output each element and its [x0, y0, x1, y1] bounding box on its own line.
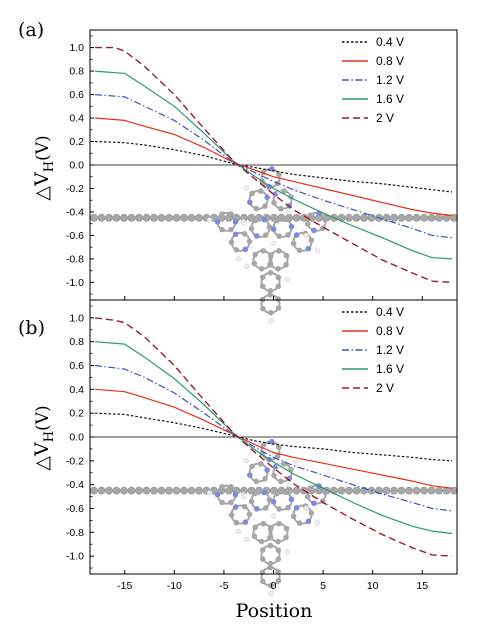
x-tick-label: -10	[167, 580, 182, 592]
x-tick-label: 5	[320, 580, 326, 592]
y-tick-label: 0.0	[69, 432, 84, 444]
series-line-2v	[94, 317, 453, 557]
series-line-2v	[95, 46, 453, 284]
panel-a: (a) △VH(V) 1.0 0.8 0.6 0.4 0.2 0.0 -0.2 -0.4 -0.…	[18, 19, 458, 324]
y-tick-label: -0.2	[66, 455, 84, 467]
y-tick-label: 0.8	[69, 336, 84, 348]
y-tick-label: 0.6	[69, 360, 84, 372]
legend-label: 1.2 V	[376, 73, 404, 87]
y-tick-label: 0.8	[69, 66, 84, 78]
legend-label: 0.8 V	[376, 324, 404, 338]
y-axis-label-a: △VH(V)	[31, 135, 57, 200]
x-tick-label: 0	[271, 580, 277, 592]
y-tick-label: -1.0	[66, 277, 84, 289]
y-tick-label: -1.0	[66, 551, 84, 563]
legend-label: 2 V	[376, 111, 394, 125]
panel-label-a: (a)	[18, 19, 44, 41]
x-tick-label: 15	[416, 580, 428, 592]
series-line-1.2v	[94, 364, 453, 512]
y-tick-label: 0.2	[69, 136, 84, 148]
panel-label-b: (b)	[18, 317, 45, 339]
y-tick-label: 0.4	[69, 384, 84, 396]
y-tick-label: 0.6	[69, 89, 84, 101]
x-axis-label: Position	[236, 600, 313, 622]
legend-label: 0.4 V	[376, 35, 404, 49]
legend-label: 1.2 V	[376, 343, 404, 357]
y-tick-label: -0.4	[66, 479, 84, 491]
series-line-1.2v	[94, 94, 453, 239]
legend-label: 1.6 V	[376, 92, 404, 106]
series-line-0.4v	[94, 140, 453, 193]
y-tick-label: -0.6	[66, 503, 84, 515]
y-tick-label: 0.0	[69, 160, 84, 172]
y-axis-label-b: △VH(V)	[31, 405, 57, 470]
legend-label: 0.4 V	[376, 305, 404, 319]
x-tick-label: -5	[219, 580, 228, 592]
y-tick-label: 0.2	[69, 408, 84, 420]
legend-label: 1.6 V	[376, 362, 404, 376]
legend-label: 0.8 V	[376, 54, 404, 68]
y-tick-label: 1.0	[69, 42, 84, 54]
x-tick-label: 10	[367, 580, 379, 592]
y-tick-label: -0.2	[66, 183, 84, 195]
legend-label: 2 V	[376, 381, 394, 395]
series-line-1.6v	[94, 70, 453, 260]
panel-b: (b) △VH(V) 1.0 0.8 0.6 0.4 0.2 0.0 -0.2 -0.4 -0.…	[18, 299, 458, 597]
y-tick-label: 0.4	[69, 113, 84, 125]
y-tick-label: -0.6	[66, 230, 84, 242]
molecule-illustration-a	[90, 166, 458, 324]
y-tick-label: -0.8	[66, 527, 84, 539]
series-line-0.4v	[94, 412, 453, 462]
y-tick-label: -0.8	[66, 253, 84, 265]
y-tick-label: 1.0	[69, 312, 84, 324]
series-line-1.6v	[94, 341, 453, 535]
y-tick-label: -0.4	[66, 206, 84, 218]
series-line-0.8v	[94, 117, 453, 217]
series-line-0.8v	[94, 388, 453, 489]
x-tick-label: -15	[117, 580, 132, 592]
